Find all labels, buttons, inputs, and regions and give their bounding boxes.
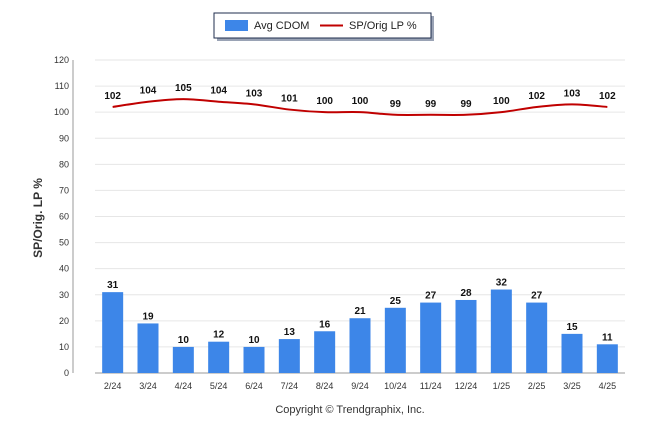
- y-tick-label: 40: [59, 264, 69, 274]
- legend-label-line: SP/Orig LP %: [349, 20, 417, 32]
- x-tick-label: 4/24: [175, 381, 193, 391]
- line-data-label: 99: [460, 99, 472, 110]
- bar-data-label: 12: [213, 330, 225, 341]
- y-tick-label: 110: [55, 81, 69, 91]
- x-tick-label: 4/25: [599, 381, 617, 391]
- bar: [172, 346, 194, 373]
- x-tick-label: 2/24: [104, 381, 122, 391]
- x-tick-label: 1/25: [493, 381, 511, 391]
- y-tick-label: 80: [59, 159, 69, 169]
- bar: [243, 346, 265, 373]
- bar: [137, 323, 159, 373]
- x-tick-label: 10/24: [384, 381, 407, 391]
- y-tick-label: 100: [54, 107, 69, 117]
- y-tick-label: 50: [59, 238, 69, 248]
- bar-data-label: 10: [248, 335, 260, 346]
- line-data-label: 99: [390, 99, 402, 110]
- bar: [278, 339, 300, 373]
- bar-data-label: 16: [319, 319, 331, 330]
- bar-data-label: 21: [354, 306, 366, 317]
- bar-data-label: 25: [390, 296, 402, 307]
- y-tick-label: 10: [59, 342, 69, 352]
- x-tick-label: 7/24: [281, 381, 299, 391]
- x-tick-label: 6/24: [245, 381, 263, 391]
- line-data-label: 102: [599, 91, 616, 102]
- bar: [526, 302, 548, 373]
- line-data-label: 102: [104, 91, 121, 102]
- bar: [596, 344, 618, 373]
- y-axis-label: SP/Orig. LP %: [31, 178, 45, 258]
- line-series: 102 104 105 104 103 101 100 100 99 99 99 100 102 103 1…: [104, 83, 616, 116]
- line-data-label: 103: [246, 88, 263, 99]
- legend-swatch-bar: [225, 20, 248, 31]
- y-tick-label: 120: [54, 55, 69, 65]
- line-data-label: 105: [175, 83, 192, 94]
- bar-data-label: 31: [107, 280, 119, 291]
- x-tick-label: 11/24: [420, 381, 442, 391]
- x-tick-label: 3/24: [139, 381, 157, 391]
- bars: 31 19 10 12 10 13 16 21 25 27 28 32 27 15 11: [102, 278, 618, 373]
- x-tick-label: 3/25: [563, 381, 581, 391]
- y-tick-label: 60: [59, 212, 69, 222]
- bar: [561, 333, 583, 373]
- bar: [420, 302, 442, 373]
- y-tick-label: 70: [59, 185, 69, 195]
- x-tick-label: 2/25: [528, 381, 546, 391]
- bar-data-label: 13: [284, 327, 296, 338]
- bar-data-label: 27: [531, 291, 543, 302]
- line-data-label: 104: [140, 86, 157, 97]
- y-tick-label: 90: [59, 133, 69, 143]
- x-tick-label: 8/24: [316, 381, 334, 391]
- y-tick-label: 30: [59, 290, 69, 300]
- legend: Avg CDOM SP/Orig LP %: [213, 12, 434, 41]
- legend-label-bar: Avg CDOM: [254, 20, 309, 32]
- line-data-label: 100: [316, 96, 333, 107]
- x-tick-label: 9/24: [351, 381, 369, 391]
- x-axis-ticks: 2/24 3/24 4/24 5/24 6/24 7/24 8/24 9/24 10/24 11/…: [104, 381, 616, 391]
- line-data-label: 99: [425, 99, 437, 110]
- bar: [102, 292, 124, 373]
- line-data-label: 102: [528, 91, 545, 102]
- line-data-label: 103: [564, 88, 581, 99]
- bar: [208, 341, 230, 373]
- bar: [490, 289, 512, 373]
- line-data-label: 100: [352, 96, 369, 107]
- bar: [349, 318, 371, 373]
- bar-data-label: 32: [496, 278, 508, 289]
- y-axis-ticks: 0 10 20 30 40 50 60 70 80 90 100 110 120: [54, 55, 69, 378]
- bar: [384, 307, 406, 373]
- x-tick-label: 5/24: [210, 381, 228, 391]
- bar-data-label: 11: [602, 332, 613, 343]
- bar-data-label: 19: [142, 311, 154, 322]
- line-data-label: 101: [281, 94, 298, 105]
- bar: [455, 299, 477, 373]
- line-data-label: 100: [493, 96, 510, 107]
- bar-data-label: 15: [566, 322, 578, 333]
- bar-data-label: 28: [460, 288, 472, 299]
- y-tick-label: 0: [64, 368, 69, 378]
- line-data-label: 104: [210, 86, 227, 97]
- x-tick-label: 12/24: [455, 381, 478, 391]
- copyright-text: Copyright © Trendgraphix, Inc.: [275, 404, 424, 416]
- bar-data-label: 10: [178, 335, 190, 346]
- line-path: [112, 98, 608, 116]
- y-tick-label: 20: [59, 316, 69, 326]
- bar-data-label: 27: [425, 291, 437, 302]
- bar: [314, 331, 336, 373]
